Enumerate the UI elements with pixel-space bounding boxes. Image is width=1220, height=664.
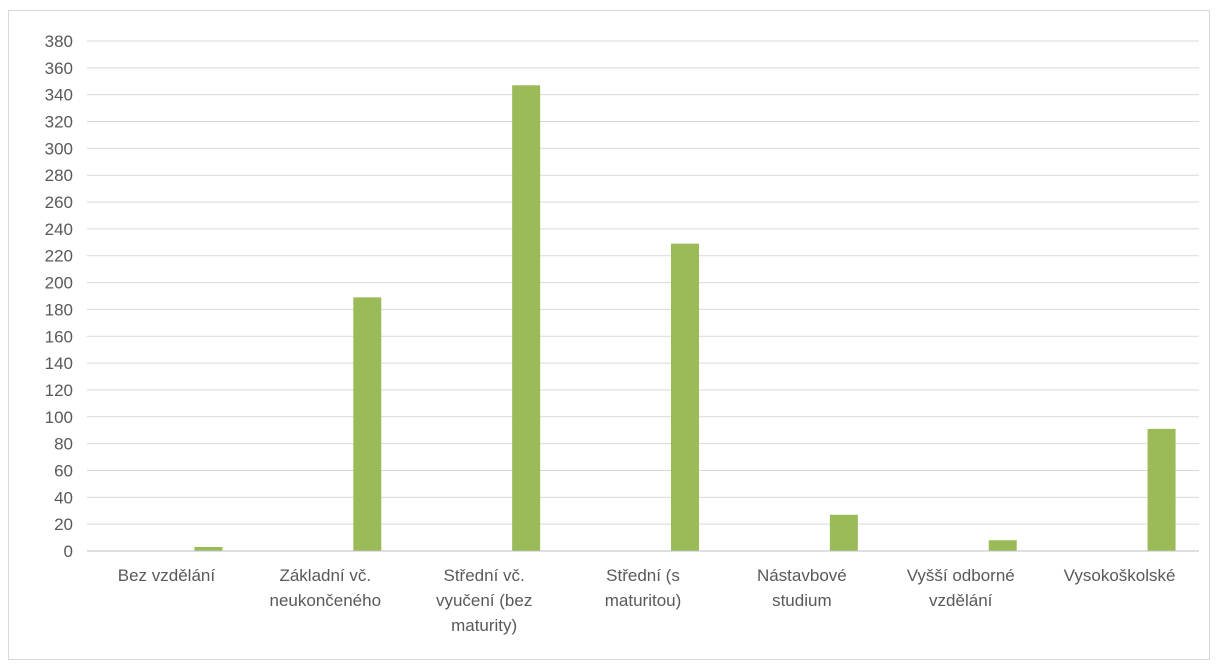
x-category-label: Nástavbové studium [757, 566, 847, 610]
y-tick-label: 80 [54, 435, 73, 454]
bar [353, 297, 382, 551]
y-tick-label: 20 [54, 515, 73, 534]
y-axis-ticks: 0 20 40 60 80 100 120 140 160 180 200 220 240 260 280 3… [45, 32, 73, 561]
y-tick-label: 280 [45, 166, 73, 185]
y-tick-label: 260 [45, 193, 73, 212]
y-tick-label: 220 [45, 247, 73, 266]
y-tick-label: 60 [54, 461, 73, 480]
category-labels: Bez vzdělání Základní vč. neukončeného Stře… [118, 566, 1176, 635]
y-tick-label: 160 [45, 327, 73, 346]
bar [512, 85, 541, 551]
y-tick-label: 380 [45, 32, 73, 51]
chart-frame: 0 20 40 60 80 100 120 140 160 180 200 220 240 260 280 3… [8, 10, 1210, 660]
y-tick-label: 200 [45, 274, 73, 293]
y-tick-label: 140 [45, 354, 73, 373]
y-tick-label: 100 [45, 408, 73, 427]
x-category-label: Základní vč. neukončeného [270, 566, 382, 610]
y-tick-label: 240 [45, 220, 73, 239]
y-tick-label: 360 [45, 59, 73, 78]
gridlines [87, 40, 1199, 525]
bar [194, 546, 223, 551]
x-category-label: Střední vč. vyučení (bez maturity) [436, 566, 532, 635]
bar [829, 514, 858, 551]
x-category-label: Bez vzdělání [118, 566, 216, 585]
y-tick-label: 120 [45, 381, 73, 400]
y-tick-label: 0 [64, 542, 73, 561]
y-tick-label: 180 [45, 300, 73, 319]
y-tick-label: 300 [45, 139, 73, 158]
x-category-label: Střední (s maturitou) [605, 566, 682, 610]
bar-chart: 0 20 40 60 80 100 120 140 160 180 200 220 240 260 280 3… [45, 32, 1199, 635]
y-tick-label: 320 [45, 113, 73, 132]
bar [988, 540, 1017, 551]
x-category-label: Vyšší odborné vzdělání [907, 566, 1015, 610]
bar [671, 243, 699, 551]
y-tick-label: 340 [45, 86, 73, 105]
y-tick-label: 40 [54, 488, 73, 507]
bars [194, 85, 1176, 551]
x-category-label: Vysokoškolské [1064, 566, 1176, 585]
bar [1147, 428, 1176, 551]
